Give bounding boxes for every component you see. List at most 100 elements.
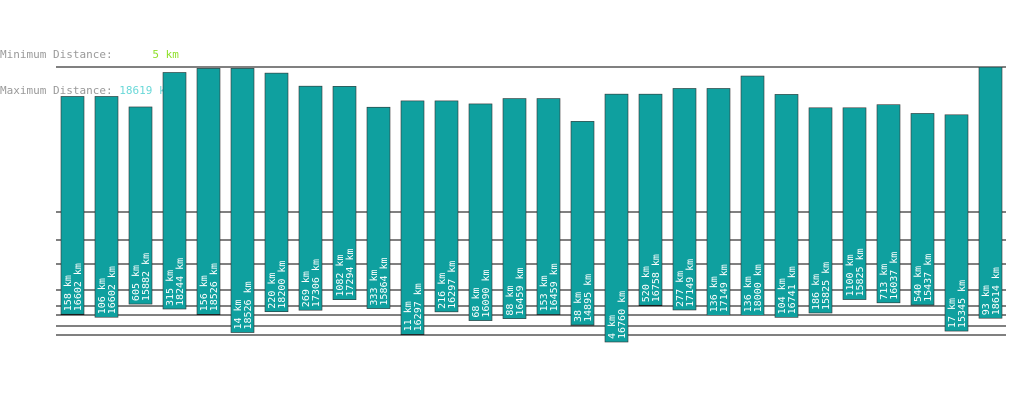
bar-group: 216 km 16297 km — [434, 100, 459, 313]
bar-group: 605 km 15882 km — [128, 106, 153, 305]
distance-bar — [434, 100, 459, 313]
bar-group: 186 km 15825 km — [808, 107, 833, 314]
min-distance-label: Minimum Distance: — [0, 48, 113, 61]
distance-bar — [808, 107, 833, 314]
bar-group: 520 km 16758 km — [638, 93, 663, 306]
bar-min-label: 186 km — [811, 274, 822, 310]
bar-min-label: 1082 km — [335, 255, 346, 297]
bar-min-label: 4 km — [607, 315, 618, 339]
bar-min-label: 605 km — [131, 265, 142, 301]
bar-group: 104 km 16741 km — [774, 94, 799, 318]
distance-bar — [604, 93, 629, 343]
bar-max-label: 18200 km — [277, 261, 288, 309]
bar-max-label: 18526 km — [209, 263, 220, 311]
bar-max-label: 16602 km — [73, 263, 84, 311]
distance-bar — [842, 107, 867, 300]
distance-bar — [60, 96, 85, 315]
distance-bar — [230, 68, 255, 333]
bar-group: 11 km 16297 km — [400, 100, 425, 335]
bar-max-label: 16090 km — [481, 269, 492, 317]
distance-bar — [502, 98, 527, 319]
distance-bar — [94, 96, 119, 318]
bar-group: 277 km 17149 km — [672, 88, 697, 311]
bar-group: 38 km 14895 km — [570, 121, 595, 326]
bar-min-label: 88 km — [505, 286, 516, 316]
bar-min-label: 11 km — [403, 301, 414, 331]
bar-max-label: 16297 km — [447, 261, 458, 309]
bar-max-label: 15864 km — [379, 257, 390, 305]
bar-min-label: 104 km — [777, 278, 788, 314]
bar-min-label: 713 km — [879, 264, 890, 300]
bar-max-label: 18244 km — [175, 258, 186, 306]
bar-group: 156 km 18526 km — [196, 68, 221, 315]
bar-max-label: 15437 km — [923, 254, 934, 302]
bar-max-label: 18614 km — [991, 267, 1002, 315]
bar-min-label: 156 km — [199, 275, 210, 311]
bar-group: 1100 km 15825 km — [842, 107, 867, 300]
bar-min-label: 269 km — [301, 271, 312, 307]
bar-min-label: 17 km — [947, 298, 958, 328]
bar-group: 153 km 16459 km — [536, 98, 561, 315]
bar-min-label: 68 km — [471, 287, 482, 317]
distance-bar — [468, 103, 493, 321]
bar-min-label: 106 km — [97, 278, 108, 314]
bar-min-label: 136 km — [709, 276, 720, 312]
bar-max-label: 16758 km — [651, 254, 662, 302]
distance-bar — [774, 94, 799, 318]
bar-min-label: 158 km — [63, 275, 74, 311]
bar-max-label: 16741 km — [787, 266, 798, 314]
bar-max-label: 16602 km — [107, 266, 118, 314]
bar-group: 88 km 16459 km — [502, 98, 527, 319]
bar-group: 158 km 16602 km — [60, 96, 85, 315]
bar-group: 4 km 16760 km — [604, 93, 629, 343]
bar-group: 269 km 17306 km — [298, 85, 323, 311]
bar-min-label: 38 km — [573, 292, 584, 322]
distance-bar — [128, 106, 153, 305]
bar-max-label: 18000 km — [753, 264, 764, 312]
distance-bar — [876, 104, 901, 304]
bar-max-label: 16297 km — [413, 283, 424, 331]
bar-group: 713 km 16037 km — [876, 104, 901, 304]
bar-group: 136 km 18000 km — [740, 75, 765, 316]
bar-group: 17 km 15345 km — [944, 114, 969, 332]
bar-min-label: 540 km — [913, 266, 924, 302]
bar-max-label: 17149 km — [685, 259, 696, 307]
bar-group: 14 km 18526 km — [230, 68, 255, 333]
bar-min-label: 14 km — [233, 299, 244, 329]
bar-max-label: 17149 km — [719, 264, 730, 312]
distance-bar — [264, 72, 289, 313]
distance-bar — [638, 93, 663, 306]
distance-bar — [196, 68, 221, 315]
distance-bar — [672, 88, 697, 311]
bar-max-label: 16459 km — [549, 263, 560, 311]
bar-min-label: 277 km — [675, 271, 686, 307]
bar-max-label: 16037 km — [889, 252, 900, 300]
bar-max-label: 17294 km — [345, 249, 356, 297]
distance-bar — [332, 86, 357, 300]
distance-bar — [910, 113, 935, 306]
bar-group: 93 km 18614 km — [978, 66, 1003, 319]
bar-max-label: 17306 km — [311, 259, 322, 307]
distance-bar — [740, 75, 765, 316]
bar-min-label: 520 km — [641, 266, 652, 302]
legend-min-row: Minimum Distance: 5 km — [0, 49, 179, 61]
bar-max-label: 18526 km — [243, 281, 254, 329]
distance-bar — [366, 106, 391, 309]
bars-group: 158 km 16602 km 106 km 16602 km 605 km 15882 … — [60, 66, 1003, 343]
bar-min-label: 153 km — [539, 275, 550, 311]
bar-group: 333 km 15864 km — [366, 106, 391, 309]
bar-max-label: 16459 km — [515, 267, 526, 315]
bar-min-label: 220 km — [267, 273, 278, 309]
bar-group: 315 km 18244 km — [162, 72, 187, 310]
bar-group: 136 km 17149 km — [706, 88, 731, 316]
bar-min-label: 93 km — [981, 285, 992, 315]
distance-bar — [944, 114, 969, 332]
bar-min-label: 216 km — [437, 273, 448, 309]
bar-min-label: 333 km — [369, 269, 380, 305]
distance-bar — [162, 72, 187, 310]
distance-bar — [298, 85, 323, 311]
bar-max-label: 16760 km — [617, 291, 628, 339]
distance-bar — [400, 100, 425, 335]
bar-max-label: 15345 km — [957, 280, 968, 328]
